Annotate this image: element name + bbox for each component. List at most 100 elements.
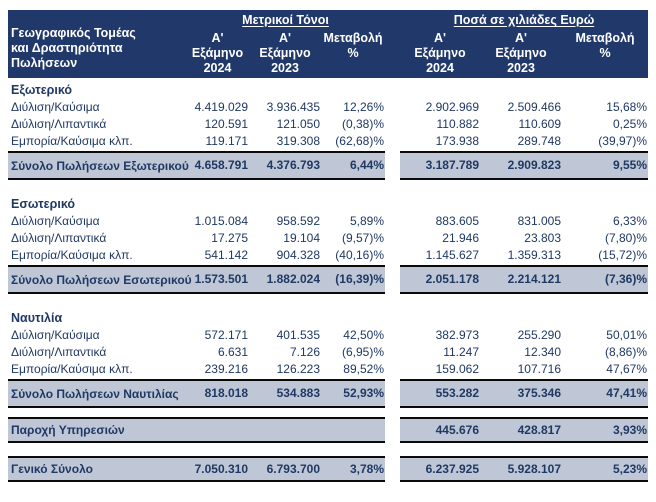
mt-pct-cell: 52,93% xyxy=(343,386,384,400)
eur-2023-cell: 831.005 xyxy=(517,214,561,228)
mt-pct-cell: (0,38)% xyxy=(341,117,384,131)
mt-2024-cell: 120.591 xyxy=(204,117,248,131)
row-label-line: Γεωγραφικός Τομέας xyxy=(11,26,136,40)
sales-breakdown-table: Γεωγραφικός Τομέας και Δραστηριότητα Πωλ… xyxy=(8,10,648,482)
metric-tons-group: Μετρικοί Τόνοι Α' Εξάμηνο 2024 Α' Εξάμην… xyxy=(186,10,385,78)
eur-pct-cell: 6,33% xyxy=(612,214,647,228)
mt-2024-cell: 17.275 xyxy=(211,231,248,245)
data-row: Διύλιση/Λιπαντικά 17.275 19.104 (9,57)% … xyxy=(8,230,648,247)
col-header-eur-2024: Α' Εξάμηνο 2024 xyxy=(414,31,466,75)
row-label-line: και Δραστηριότητα xyxy=(11,41,123,55)
mt-2023-cell: 958.592 xyxy=(276,214,320,228)
eur-2023-cell: 2.214.121 xyxy=(507,272,561,286)
eur-pct-cell: (7,80)% xyxy=(604,231,647,245)
eur-2023-cell: 428.817 xyxy=(517,422,561,437)
mt-2024-cell: 4.658.791 xyxy=(194,158,248,172)
eur-2023-cell: 289.748 xyxy=(517,134,561,148)
mt-pct-cell: (40,16)% xyxy=(335,248,384,262)
eur-pct-cell: 0,25% xyxy=(612,117,647,131)
section-title: Εξωτερικό xyxy=(11,83,73,97)
eur-2023-cell: 375.346 xyxy=(517,386,561,400)
euro-thousands-group: Ποσά σε χιλιάδες Ευρώ Α' Εξάμηνο 2024 Α'… xyxy=(400,10,648,78)
data-row: Διύλιση/Λιπαντικά 6.631 7.126 (6,95)% 11… xyxy=(8,344,648,361)
mt-2024-cell: 239.216 xyxy=(204,362,248,376)
mt-pct-cell: 3,78% xyxy=(349,461,384,476)
grand-total-row: Γενικό Σύνολο 7.050.310 6.793.700 3,78% … xyxy=(8,456,648,482)
row-label-header: Γεωγραφικός Τομέας και Δραστηριότητα Πωλ… xyxy=(8,10,186,78)
mt-pct-cell: 42,50% xyxy=(343,328,384,342)
eur-2023-cell: 107.716 xyxy=(517,362,561,376)
total-row-esoteriko: Σύνολο Πωλήσεων Εσωτερικού 1.573.501 1.8… xyxy=(8,265,648,294)
eur-2024-cell: 382.973 xyxy=(435,328,479,342)
mt-2023-cell: 19.104 xyxy=(283,231,320,245)
mt-2023-cell: 904.328 xyxy=(276,248,320,262)
col-header-mt-2024: Α' Εξάμηνο 2024 xyxy=(191,31,244,75)
mt-2024-cell: 119.171 xyxy=(205,134,249,148)
services-row: Παροχή Υπηρεσιών 445.676 428.817 3,93% xyxy=(8,417,648,443)
total-label: Σύνολο Πωλήσεων Εξωτερικού xyxy=(11,158,189,173)
mt-2024-cell: 541.142 xyxy=(204,248,248,262)
table-header: Γεωγραφικός Τομέας και Δραστηριότητα Πωλ… xyxy=(8,10,648,78)
eur-pct-cell: (7,36)% xyxy=(604,272,647,286)
section-exoteriko: Εξωτερικό Διύλιση/Καύσιμα 4.419.029 3.93… xyxy=(8,82,648,180)
eur-2023-cell: 2.909.823 xyxy=(507,158,561,172)
row-label: Διύλιση/Λιπαντικά xyxy=(11,117,107,131)
mt-2024-cell: 7.050.310 xyxy=(194,461,248,476)
eur-2024-cell: 11.247 xyxy=(443,345,479,359)
mt-2024-cell: 1.015.084 xyxy=(194,214,248,228)
eur-2023-cell: 1.359.313 xyxy=(507,248,561,262)
row-label: Εμπορία/Καύσιμα κλπ. xyxy=(11,134,133,148)
mt-2024-cell: 1.573.501 xyxy=(194,272,248,286)
mt-2023-cell: 319.308 xyxy=(276,134,320,148)
mt-pct-cell: (16,39)% xyxy=(335,272,384,286)
mt-2024-cell: 6.631 xyxy=(217,345,248,359)
mt-2023-cell: 126.223 xyxy=(276,362,320,376)
eur-2024-cell: 445.676 xyxy=(435,422,479,437)
row-label: Διύλιση/Καύσιμα xyxy=(11,100,100,114)
eur-2023-cell: 255.290 xyxy=(517,328,561,342)
eur-pct-cell: 9,55% xyxy=(612,158,647,172)
eur-2023-cell: 5.928.107 xyxy=(507,461,561,476)
total-label: Σύνολο Πωλήσεων Ναυτιλίας xyxy=(11,386,179,401)
mt-pct-cell: 5,89% xyxy=(349,214,384,228)
eur-2024-cell: 1.145.627 xyxy=(425,248,479,262)
mt-2024-cell: 4.419.029 xyxy=(194,100,248,114)
data-row: Εμπορία/Καύσιμα κλπ. 119.171 319.308 (62… xyxy=(8,133,648,150)
mt-2023-cell: 7.126 xyxy=(289,345,320,359)
data-row: Εμπορία/Καύσιμα κλπ. 541.142 904.328 (40… xyxy=(8,247,648,264)
mt-pct-cell: 12,26% xyxy=(343,100,384,114)
mt-pct-cell: (62,68)% xyxy=(335,134,384,148)
eur-2024-cell: 21.946 xyxy=(442,231,479,245)
section-title-row: Ναυτιλία xyxy=(8,310,648,327)
mt-2023-cell: 121.050 xyxy=(276,117,320,131)
total-label: Σύνολο Πωλήσεων Εσωτερικού xyxy=(11,272,192,287)
section-title: Ναυτιλία xyxy=(11,311,63,325)
mt-2023-cell: 1.882.024 xyxy=(266,272,320,286)
col-header-eur-2023: Α' Εξάμηνο 2023 xyxy=(495,31,547,75)
mt-2024-cell: 572.171 xyxy=(204,328,248,342)
eur-2024-cell: 2.902.969 xyxy=(425,100,479,114)
col-header-eur-pct: Μεταβολή % xyxy=(575,31,635,60)
data-row: Διύλιση/Καύσιμα 572.171 401.535 42,50% 3… xyxy=(8,327,648,344)
row-label: Διύλιση/Λιπαντικά xyxy=(11,231,107,245)
section-nautilia: Ναυτιλία Διύλιση/Καύσιμα 572.171 401.535… xyxy=(8,310,648,408)
eur-pct-cell: 15,68% xyxy=(606,100,647,114)
mt-pct-cell: (9,57)% xyxy=(341,231,384,245)
mt-pct-cell: 89,52% xyxy=(343,362,384,376)
section-title-row: Εξωτερικό xyxy=(8,82,648,99)
eur-2024-cell: 173.938 xyxy=(435,134,479,148)
mt-2024-cell: 818.018 xyxy=(204,386,248,400)
eur-pct-cell: 50,01% xyxy=(606,328,647,342)
eur-2023-cell: 110.609 xyxy=(518,117,562,131)
mt-2023-cell: 6.793.700 xyxy=(266,461,320,476)
eur-2024-cell: 2.051.178 xyxy=(425,272,479,286)
eur-pct-cell: 3,93% xyxy=(612,422,647,437)
row-label-line: Πωλήσεων xyxy=(11,56,78,70)
mt-pct-cell: (6,95)% xyxy=(341,345,384,359)
mt-2023-cell: 4.376.793 xyxy=(266,158,320,172)
row-label: Διύλιση/Καύσιμα xyxy=(11,328,100,342)
data-row: Διύλιση/Καύσιμα 1.015.084 958.592 5,89% … xyxy=(8,213,648,230)
metric-tons-group-title: Μετρικοί Τόνοι xyxy=(242,13,329,27)
data-row: Διύλιση/Καύσιμα 4.419.029 3.936.435 12,2… xyxy=(8,99,648,116)
eur-pct-cell: (39,97)% xyxy=(598,134,647,148)
